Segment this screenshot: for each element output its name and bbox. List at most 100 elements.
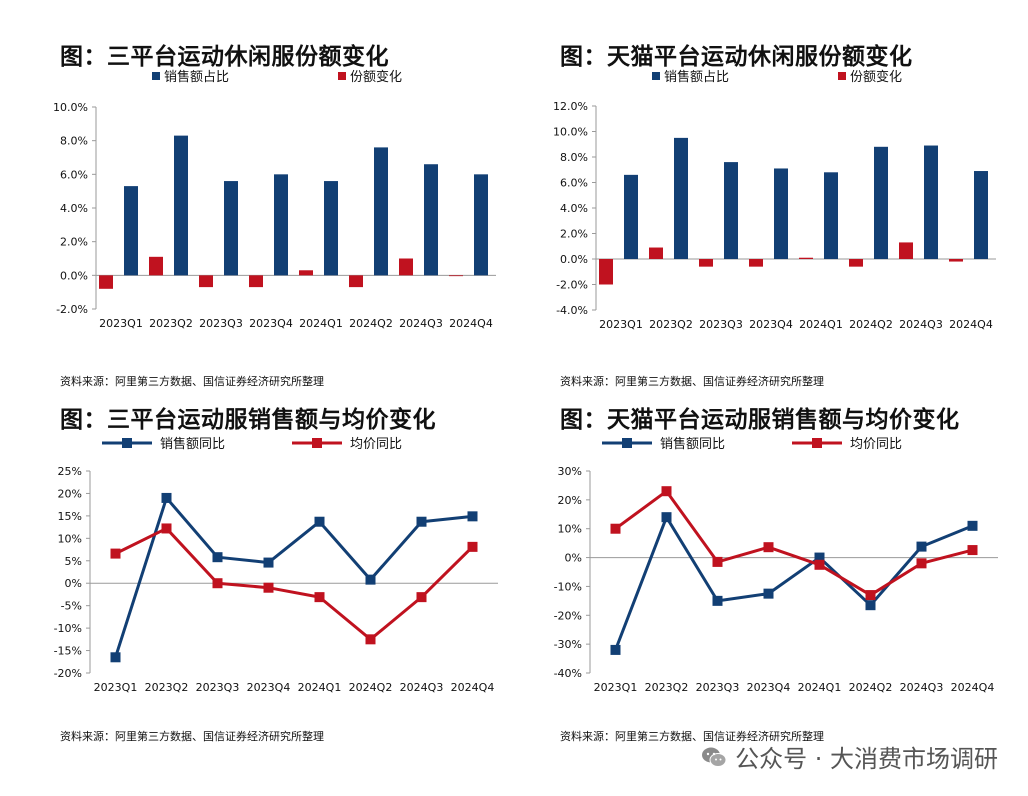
bar-share-change (949, 259, 963, 262)
y-tick-label: -10% (54, 622, 82, 635)
source-note: 资料来源：阿里第三方数据、国信证券经济研究所整理 (560, 730, 824, 743)
y-tick-label: -20% (554, 609, 582, 622)
series-line-price-yoy (614, 489, 973, 597)
y-tick-label: 30% (558, 465, 582, 478)
bar-sales-share (674, 137, 688, 259)
legend-swatch (338, 72, 346, 80)
x-tick-label: 2024Q2 (849, 681, 893, 694)
bar-share-change (449, 275, 463, 277)
y-tick-label: 12.0% (553, 100, 588, 113)
y-tick-label: 0% (65, 577, 82, 590)
bar-share-change (799, 257, 813, 259)
y-tick-label: 0% (565, 552, 582, 565)
data-point-sales-yoy (712, 595, 723, 606)
x-tick-label: 2024Q4 (951, 681, 995, 694)
chart-title: 图：天猫平台运动服销售额与均价变化 (560, 407, 960, 433)
x-tick-label: 2024Q4 (449, 317, 493, 330)
y-tick-label: 25% (58, 465, 82, 478)
legend-marker (812, 438, 822, 448)
y-tick-label: -2.0% (556, 279, 588, 292)
bar-share-change (199, 275, 213, 288)
y-tick-label: 15% (58, 510, 82, 523)
x-tick-label: 2023Q3 (196, 681, 240, 694)
x-tick-label: 2023Q2 (645, 681, 689, 694)
data-point-price-yoy (110, 548, 121, 559)
x-tick-label: 2024Q3 (899, 318, 943, 331)
x-tick-label: 2023Q2 (149, 317, 193, 330)
data-point-sales-yoy (967, 520, 978, 531)
x-tick-label: 2024Q2 (349, 681, 393, 694)
data-point-sales-yoy (365, 574, 376, 585)
y-tick-label: 2.0% (560, 228, 588, 241)
x-tick-label: 2024Q1 (798, 681, 842, 694)
data-point-sales-yoy (416, 516, 427, 527)
legend-marker (122, 438, 132, 448)
data-point-price-yoy (661, 486, 672, 497)
series-line-sales-yoy (614, 515, 974, 651)
bar-share-change (849, 259, 863, 267)
legend-marker (312, 438, 322, 448)
y-tick-label: 10% (558, 523, 582, 536)
bar-share-change (649, 247, 663, 259)
y-tick-label: 6.0% (60, 168, 88, 181)
legend-label: 销售额同比 (660, 436, 725, 452)
bar-chart-three-platform: -2.0% 0.0% 2.0% 4.0% 6.0% 8.0% 10.0% 2023Q1 2023… (53, 69, 496, 330)
series-line-sales-yoy (114, 496, 473, 658)
bar-sales-share (774, 168, 788, 259)
data-point-sales-yoy (263, 557, 274, 568)
y-tick-label: -2.0% (56, 303, 88, 316)
x-tick-label: 2024Q4 (949, 318, 993, 331)
legend-label: 销售额占比 (664, 69, 729, 85)
legend-marker (622, 438, 632, 448)
x-tick-label: 2023Q4 (749, 318, 793, 331)
y-tick-label: -20% (54, 667, 82, 680)
y-tick-label: 10.0% (553, 126, 588, 139)
bar-sales-share (924, 145, 938, 259)
bar-share-change (349, 275, 363, 288)
x-tick-label: 2024Q1 (298, 681, 342, 694)
bar-share-change (599, 259, 613, 285)
data-point-price-yoy (416, 592, 427, 603)
bar-sales-share (224, 181, 238, 276)
legend-swatch (152, 72, 160, 80)
x-tick-label: 2024Q3 (399, 317, 443, 330)
data-point-sales-yoy (212, 552, 223, 563)
x-tick-label: 2023Q1 (94, 681, 138, 694)
bar-sales-share (474, 174, 488, 276)
bar-share-change (899, 242, 913, 259)
x-tick-label: 2024Q4 (451, 681, 495, 694)
y-tick-label: 4.0% (60, 202, 88, 215)
x-tick-label: 2024Q3 (400, 681, 444, 694)
legend-label: 销售额占比 (164, 69, 229, 85)
legend-label: 销售额同比 (160, 436, 225, 452)
y-tick-label: 20% (558, 494, 582, 507)
legend-label: 份额变化 (850, 69, 902, 85)
source-note: 资料来源：阿里第三方数据、国信证券经济研究所整理 (60, 730, 324, 743)
x-tick-label: 2023Q4 (747, 681, 791, 694)
data-point-price-yoy (365, 634, 376, 645)
x-tick-label: 2023Q3 (699, 318, 743, 331)
bar-sales-share (174, 135, 188, 276)
y-tick-label: 4.0% (560, 202, 588, 215)
line-chart-tmall: -40% -30% -20% -10% 0% 10% 20% 30% 2023Q1 2023Q2 2… (554, 436, 998, 694)
data-point-price-yoy (610, 523, 621, 534)
data-point-price-yoy (916, 558, 927, 569)
data-point-price-yoy (263, 582, 274, 593)
wechat-logo-icon (702, 747, 727, 767)
line-chart-three-platform: -20% -15% -10% -5% 0% 5% 10% 15% 20% 25% 2023Q1 202… (54, 436, 498, 694)
legend-swatch (652, 72, 660, 80)
data-point-price-yoy (314, 592, 325, 603)
data-point-price-yoy (212, 578, 223, 589)
bar-sales-share (974, 171, 988, 259)
legend-label: 均价同比 (350, 437, 402, 452)
y-tick-label: -30% (554, 638, 582, 651)
bar-sales-share (324, 181, 338, 276)
legend-swatch (838, 72, 846, 80)
bar-share-change (149, 256, 163, 276)
y-tick-label: 0.0% (560, 253, 588, 266)
x-tick-label: 2023Q1 (99, 317, 143, 330)
chart-title: 图：三平台运动休闲服份额变化 (60, 44, 389, 70)
series-line-price-yoy (114, 526, 474, 641)
data-point-sales-yoy (110, 652, 121, 663)
y-tick-label: 2.0% (60, 236, 88, 249)
